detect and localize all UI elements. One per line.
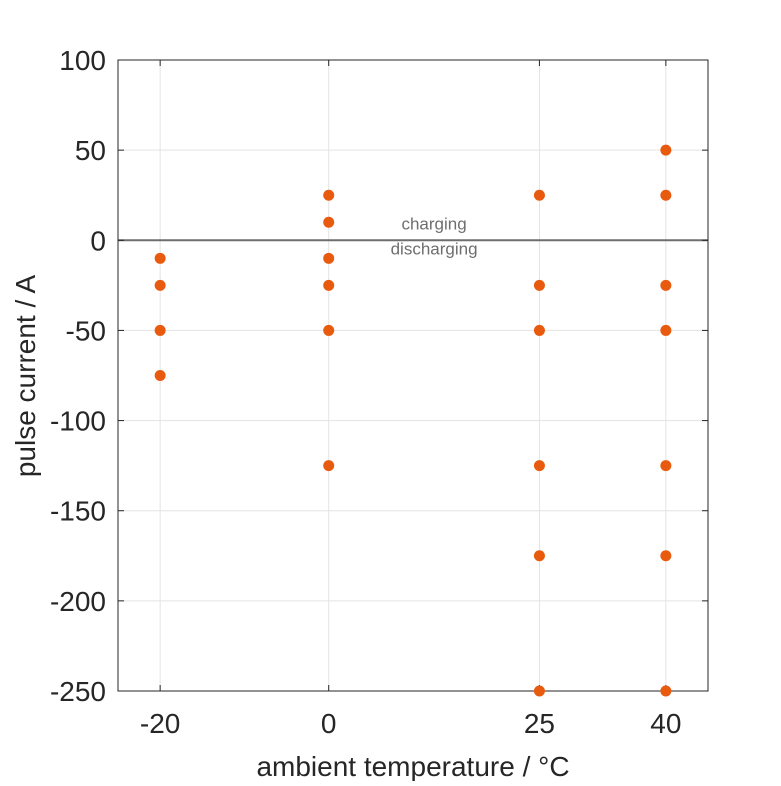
plot-frame (117, 59, 709, 692)
y-tick-label: 50 (75, 135, 106, 166)
grid-layer (118, 59, 708, 692)
data-point (323, 279, 335, 291)
annotation-label: charging (401, 214, 466, 233)
x-tick-label: -20 (140, 708, 180, 739)
data-point (660, 460, 672, 472)
data-point (660, 279, 672, 291)
data-point (323, 460, 335, 472)
data-point (533, 550, 545, 562)
data-point (323, 252, 335, 264)
data-point (154, 279, 166, 291)
y-tick-label: 100 (59, 45, 106, 76)
y-tick-label: -100 (50, 406, 106, 437)
x-axis-label: ambient temperature / °C (256, 751, 569, 781)
data-point (660, 189, 672, 201)
y-tick-label: -250 (50, 676, 106, 707)
y-axis-label: pulse current / A (10, 275, 41, 478)
y-tick-label: -200 (50, 586, 106, 617)
data-point (154, 324, 166, 336)
data-point (533, 189, 545, 201)
data-point (533, 460, 545, 472)
x-tick-label: 40 (650, 708, 681, 739)
y-tick-label: -50 (66, 315, 106, 346)
data-point (660, 550, 672, 562)
data-point (533, 324, 545, 336)
y-tick-label: -150 (50, 496, 106, 527)
plot-frame-layer (117, 59, 709, 692)
data-point (660, 324, 672, 336)
data-point (323, 216, 335, 228)
data-point (323, 189, 335, 201)
data-point (154, 252, 166, 264)
data-point (154, 370, 166, 381)
data-point (533, 685, 545, 697)
annotation-layer: charging discharging (391, 214, 478, 258)
x-tick-label: 0 (321, 708, 337, 739)
y-tick-label: 0 (90, 225, 106, 256)
points-layer (154, 144, 672, 697)
x-tick-label: 25 (524, 708, 555, 739)
data-point (660, 144, 672, 156)
data-point (323, 324, 335, 336)
data-point (533, 279, 545, 291)
data-point (660, 685, 672, 697)
annotation-label: discharging (391, 240, 478, 259)
